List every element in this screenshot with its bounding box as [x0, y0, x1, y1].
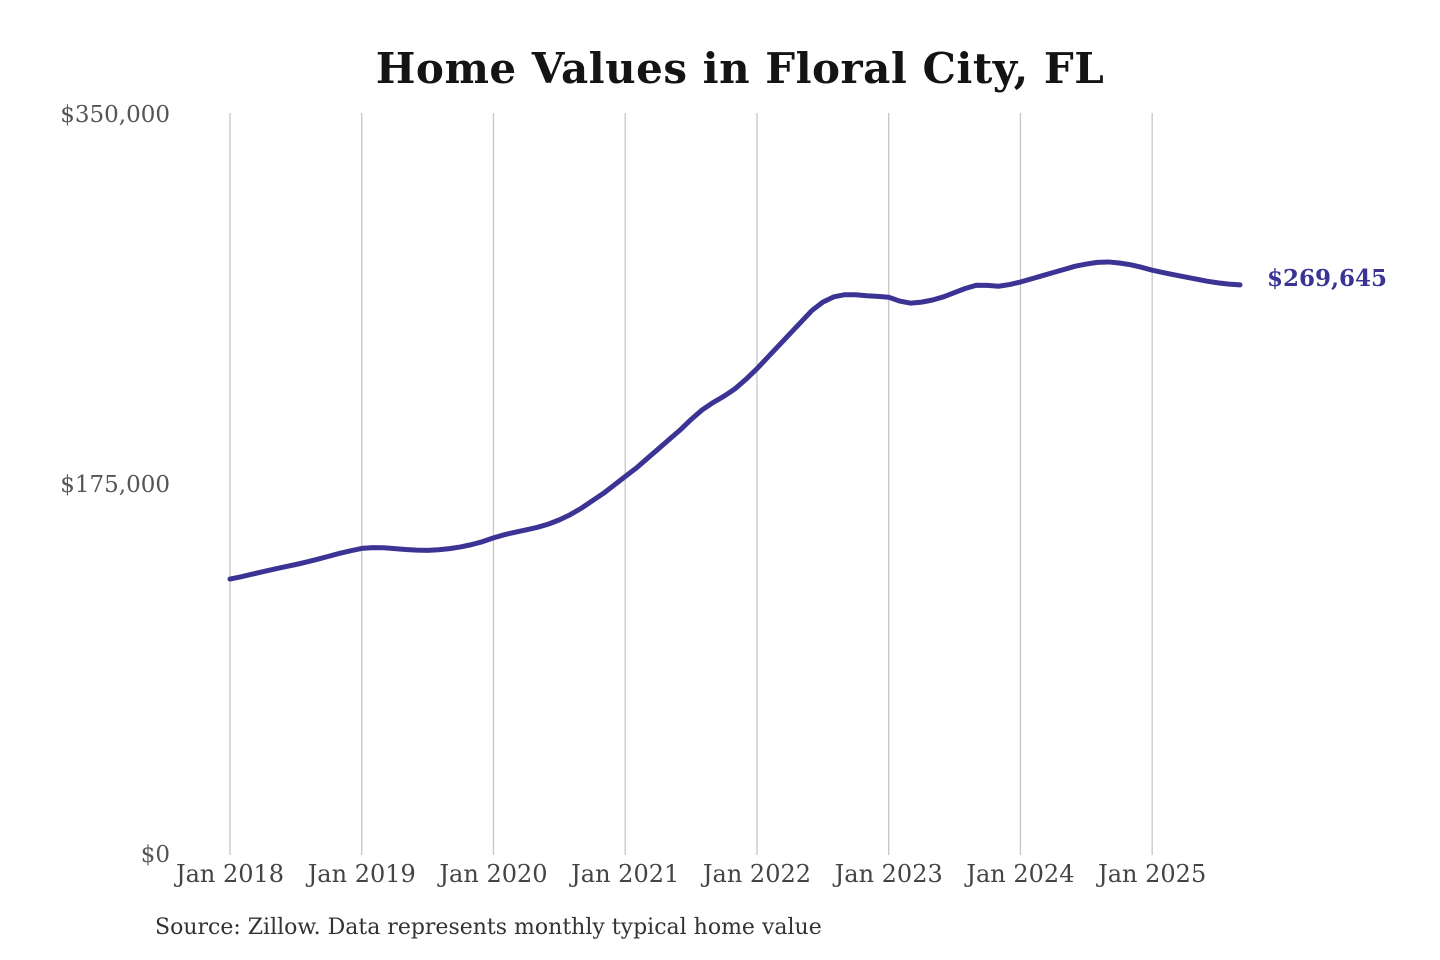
home-value-line [227, 259, 1243, 582]
y-tick-label: $0 [140, 842, 170, 868]
x-tick-label: Jan 2019 [307, 860, 416, 888]
x-tick-label: Jan 2018 [175, 860, 285, 888]
x-tick-label: Jan 2025 [1098, 860, 1207, 888]
chart-title: Home Values in Floral City, FL [375, 44, 1105, 93]
y-tick-label: $350,000 [60, 102, 170, 128]
x-tick-label: Jan 2023 [834, 860, 943, 888]
x-tick-label: Jan 2024 [966, 860, 1075, 888]
current-value-label: $269,645 [1267, 264, 1388, 292]
x-tick-label: Jan 2022 [702, 860, 811, 888]
y-tick-label: $175,000 [60, 472, 170, 498]
gridlines [229, 113, 1153, 855]
source-note: Source: Zillow. Data represents monthly … [155, 915, 822, 940]
x-tick-label: Jan 2021 [571, 860, 680, 888]
x-tick-label: Jan 2020 [439, 860, 548, 888]
